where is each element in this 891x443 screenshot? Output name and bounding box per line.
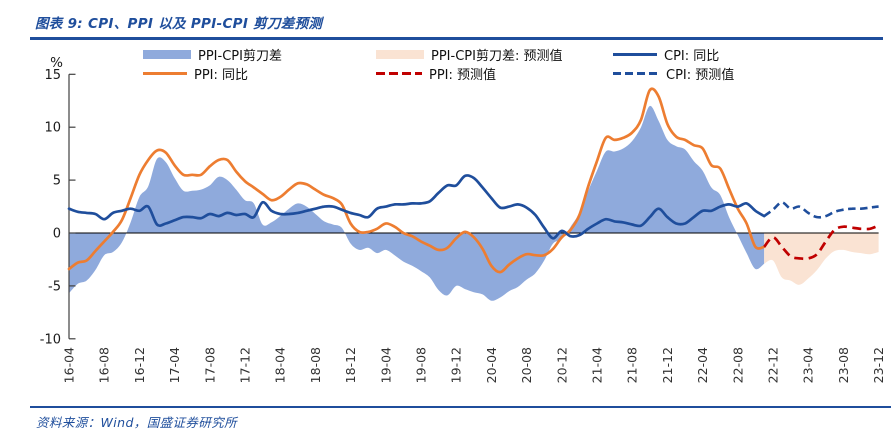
legend-item-ppi: PPI: 同比 — [143, 66, 376, 83]
legend-item-gap: PPI-CPI剪刀差 — [143, 47, 376, 64]
y-tick-label: -10 — [40, 332, 61, 347]
x-tick-label: 18-04 — [273, 347, 288, 383]
x-tick-label: 18-12 — [343, 347, 358, 383]
cpi-line-swatch-icon — [613, 53, 657, 56]
x-tick-label: 21-04 — [590, 347, 605, 383]
cpi-forecast-dash-swatch-icon — [613, 72, 659, 75]
source-note: 资料来源：Wind，国盛证券研究所 — [36, 415, 237, 430]
legend-label: PPI-CPI剪刀差 — [198, 49, 282, 64]
footer-divider — [30, 406, 891, 408]
cpi-line — [67, 174, 766, 240]
ppi-line-swatch-icon — [143, 72, 187, 75]
legend-label: CPI: 同比 — [664, 49, 720, 64]
x-tick-label: 17-08 — [202, 347, 217, 383]
x-tick-label: 21-12 — [660, 347, 675, 383]
legend-label: CPI: 预测值 — [666, 68, 735, 83]
y-tick-label: 15 — [44, 68, 61, 83]
legend-label: PPI: 预测值 — [429, 68, 497, 83]
x-tick-label: 20-12 — [554, 347, 569, 383]
y-tick-label: 10 — [44, 121, 61, 136]
x-tick-label: 18-08 — [308, 347, 323, 383]
legend-label: PPI: 同比 — [194, 68, 249, 83]
x-tick-label: 23-12 — [871, 347, 886, 383]
y-tick-label: 5 — [53, 174, 61, 189]
gap-forecast-area — [764, 233, 879, 285]
x-tick-label: 23-04 — [801, 347, 816, 383]
chart-plot: 15 10 5 0 -5 -10% 16-04 16-08 16-12 17-04 17-08 17-… — [40, 55, 886, 383]
x-tick-label: 19-04 — [378, 347, 393, 383]
x-tick-label: 16-08 — [97, 347, 112, 383]
gap-area — [69, 105, 765, 301]
x-tick-label: 16-04 — [62, 347, 77, 383]
ppi-line — [67, 87, 766, 274]
x-tick-label: 19-08 — [414, 347, 429, 383]
y-tick-label: -5 — [48, 279, 61, 294]
x-tick-label: 21-08 — [625, 347, 640, 383]
ppi-forecast-dash-swatch-icon — [376, 71, 422, 76]
x-tick-label: 22-12 — [766, 347, 781, 383]
ppi-forecast-line — [763, 224, 880, 261]
title-divider — [30, 37, 883, 40]
legend-item-ppi-forecast: PPI: 预测值 — [376, 66, 613, 83]
x-tick-label: 22-04 — [695, 347, 710, 383]
gap-area-swatch-icon — [143, 50, 191, 59]
x-tick-label: 19-12 — [449, 347, 464, 383]
y-axis-unit: % — [50, 55, 63, 71]
y-tick-label: 0 — [53, 227, 61, 242]
x-tick-label: 22-08 — [730, 347, 745, 383]
x-tick-label: 17-04 — [167, 347, 182, 383]
x-tick-label: 20-08 — [519, 347, 534, 383]
chart-legend: PPI-CPI剪刀差 PPI-CPI剪刀差: 预测值 CPI: 同比 PPI: … — [143, 47, 735, 83]
legend-item-gap-forecast: PPI-CPI剪刀差: 预测值 — [376, 47, 613, 64]
x-tick-label: 23-08 — [836, 347, 851, 383]
x-tick-label: 16-12 — [132, 347, 147, 383]
legend-label: PPI-CPI剪刀差: 预测值 — [431, 49, 563, 64]
legend-item-cpi-forecast: CPI: 预测值 — [613, 66, 735, 83]
figure-title: 图表 9: CPI、PPI 以及 PPI-CPI 剪刀差预测 — [35, 16, 323, 32]
cpi-forecast-line — [763, 201, 879, 219]
gap-forecast-area-swatch-icon — [376, 50, 424, 59]
x-tick-label: 17-12 — [238, 347, 253, 383]
x-tick-label: 20-04 — [484, 347, 499, 383]
legend-item-cpi: CPI: 同比 — [613, 47, 734, 64]
